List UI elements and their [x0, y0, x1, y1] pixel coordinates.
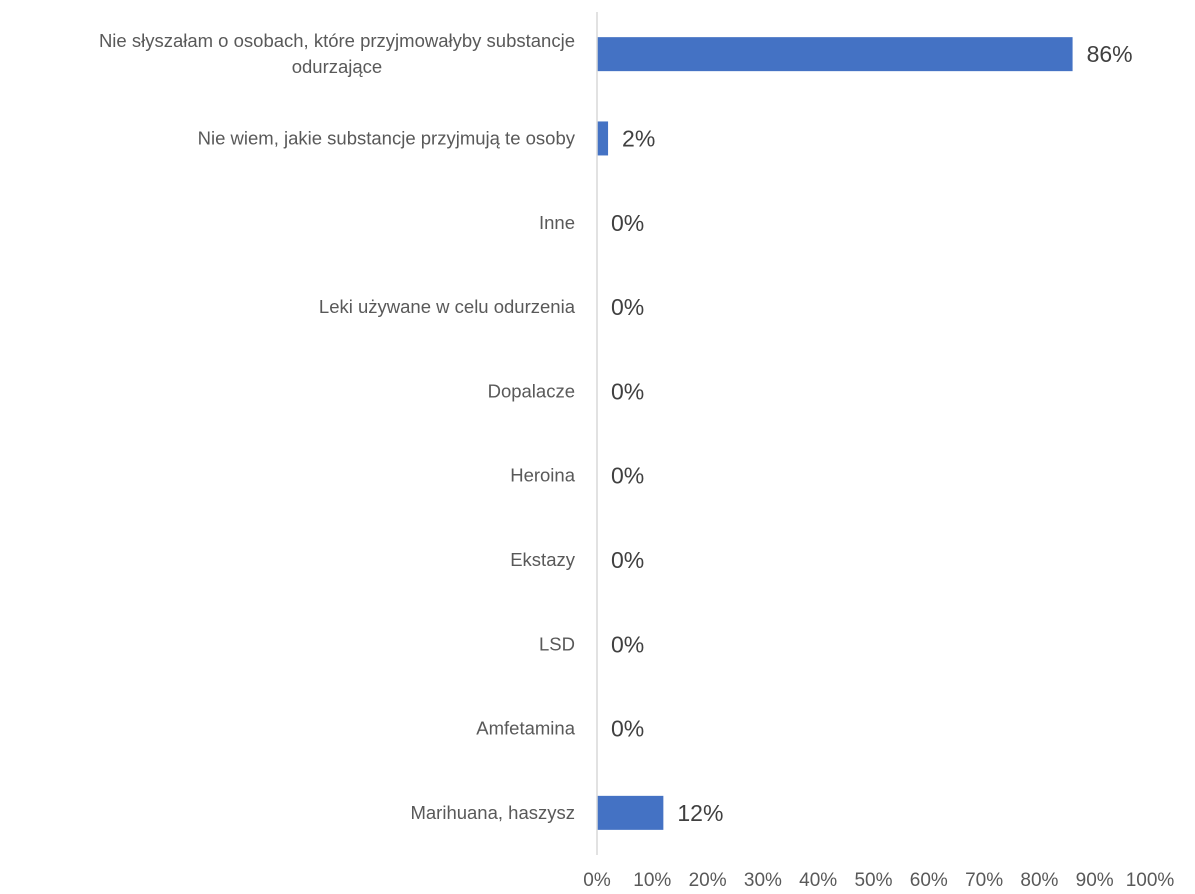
x-tick-label: 40% [799, 870, 837, 891]
x-tick-label: 0% [583, 870, 611, 891]
x-tick-label: 50% [854, 870, 892, 891]
data-label: 12% [677, 800, 723, 826]
bar [597, 795, 664, 830]
bars-group [597, 37, 1073, 830]
category-label: Heroina [510, 465, 575, 486]
x-tick-label: 70% [965, 870, 1003, 891]
data-label: 0% [611, 547, 644, 573]
category-label: Nie słyszałam o osobach, które przyjmowa… [99, 30, 575, 77]
category-labels: Nie słyszałam o osobach, które przyjmowa… [99, 30, 576, 823]
data-label: 2% [622, 125, 655, 151]
data-label: 0% [611, 294, 644, 320]
x-tick-label: 20% [689, 870, 727, 891]
x-tick-label: 100% [1126, 870, 1175, 891]
x-tick-label: 80% [1020, 870, 1058, 891]
bar [597, 121, 609, 156]
data-label: 0% [611, 378, 644, 404]
category-label: Ekstazy [510, 549, 576, 570]
category-label: Amfetamina [476, 718, 575, 739]
x-tick-label: 60% [910, 870, 948, 891]
x-tick-label: 90% [1076, 870, 1114, 891]
category-label: Nie wiem, jakie substancje przyjmują te … [198, 127, 576, 148]
data-label: 0% [611, 463, 644, 489]
category-label: LSD [539, 633, 575, 654]
data-label: 0% [611, 631, 644, 657]
data-label: 86% [1087, 41, 1133, 67]
bar [597, 37, 1073, 72]
x-tick-label: 30% [744, 870, 782, 891]
x-axis-tick-labels: 0% 10% 20% 30% 40% 50% 60% 70% 80% 90% 100% [583, 870, 1174, 891]
x-tick-label: 10% [633, 870, 671, 891]
category-label: Marihuana, haszysz [410, 802, 575, 823]
category-label: Inne [539, 212, 575, 233]
category-label: Dopalacze [488, 380, 575, 401]
data-label: 0% [611, 716, 644, 742]
data-labels: 86% 2% 0% 0% 0% 0% 0% 0% 0% 12% [611, 41, 1133, 826]
data-label: 0% [611, 210, 644, 236]
category-label: Leki używane w celu odurzenia [319, 296, 576, 317]
